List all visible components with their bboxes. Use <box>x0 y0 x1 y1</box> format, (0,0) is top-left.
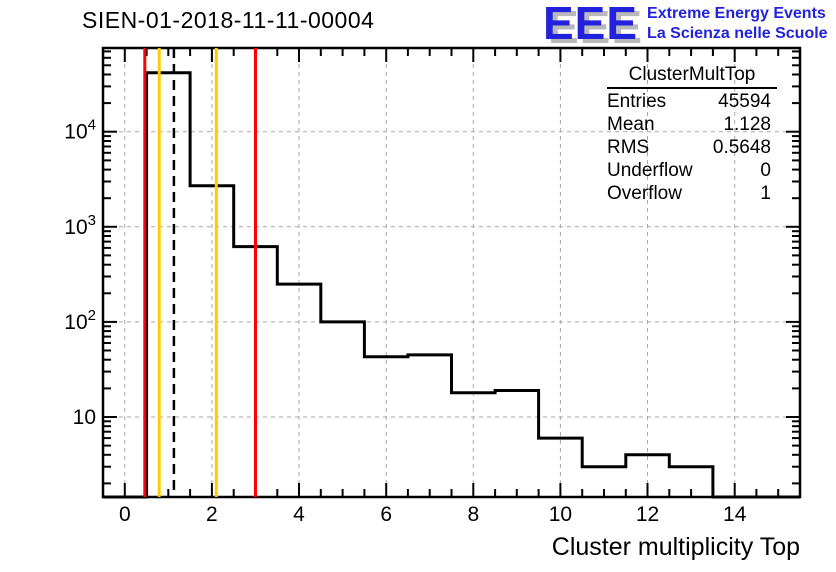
stats-value: 1.128 <box>723 114 771 135</box>
eee-logo-acronym: EEE <box>543 0 639 49</box>
plot-title: SIEN-01-2018-11-11-00004 <box>82 7 375 33</box>
svg-text:0: 0 <box>119 503 131 526</box>
x-axis-title: Cluster multiplicity Top <box>551 533 800 561</box>
stats-row-overflow: Overflow 1 <box>607 182 777 205</box>
stats-row-rms: RMS 0.5648 <box>607 136 777 159</box>
stats-label: Entries <box>607 91 667 112</box>
eee-logo-line1: Extreme Energy Events <box>647 5 826 22</box>
svg-text:12: 12 <box>636 503 659 526</box>
svg-text:103: 103 <box>64 212 96 239</box>
stats-value: 0 <box>760 160 771 181</box>
stats-label: RMS <box>607 137 650 158</box>
svg-text:10: 10 <box>549 503 572 526</box>
stats-row-entries: Entries 45594 <box>607 90 777 113</box>
eee-logo-line2: La Scienza nelle Scuole <box>647 25 828 42</box>
svg-text:8: 8 <box>467 503 479 526</box>
svg-text:6: 6 <box>380 503 392 526</box>
stats-label: Underflow <box>607 160 693 181</box>
stats-box: ClusterMultTop Entries 45594 Mean 1.128 … <box>607 64 777 205</box>
stats-rows: Entries 45594 Mean 1.128 RMS 0.5648 Unde… <box>607 90 777 205</box>
stats-row-underflow: Underflow 0 <box>607 159 777 182</box>
stats-label: Overflow <box>607 183 682 204</box>
svg-text:10: 10 <box>73 406 96 429</box>
svg-text:4: 4 <box>293 503 305 526</box>
stats-value: 0.5648 <box>712 137 771 158</box>
stats-box-title: ClusterMultTop <box>607 64 777 89</box>
stats-value: 1 <box>760 183 771 204</box>
stats-label: Mean <box>607 114 655 135</box>
stats-row-mean: Mean 1.128 <box>607 113 777 136</box>
svg-text:14: 14 <box>723 503 747 526</box>
eee-logo: EEE Extreme Energy Events La Scienza nel… <box>543 0 828 49</box>
eee-logo-text: Extreme Energy Events La Scienza nelle S… <box>647 1 828 44</box>
stats-value: 45594 <box>718 91 771 112</box>
svg-text:104: 104 <box>64 117 96 144</box>
svg-text:2: 2 <box>206 503 218 526</box>
svg-text:102: 102 <box>64 307 96 334</box>
